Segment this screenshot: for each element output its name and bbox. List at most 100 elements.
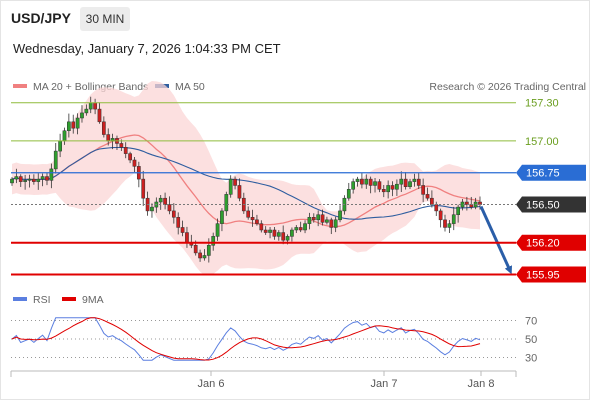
level-tag-156.75 [516, 164, 586, 181]
candle [67, 113, 71, 138]
candle-body [351, 181, 356, 190]
candle-body [268, 229, 272, 233]
rsi-tick-label-50: 50 [525, 334, 537, 346]
candle-body [298, 227, 303, 231]
candle-body [307, 217, 312, 224]
candle-body [338, 210, 342, 221]
level-tag-156.50 [516, 196, 586, 213]
candle-body [320, 214, 325, 223]
candle-body [40, 176, 45, 180]
candle [97, 102, 102, 124]
candle [447, 220, 452, 234]
candle [329, 217, 334, 235]
candle-body [255, 219, 259, 224]
candle [14, 168, 19, 184]
candlesticks [10, 96, 512, 275]
timeframe-button[interactable]: 30 MIN [80, 7, 130, 31]
candle [80, 105, 84, 123]
candle-body [23, 180, 27, 182]
candle-body [45, 176, 49, 181]
candle-body [447, 223, 452, 228]
candle [377, 179, 382, 193]
candle-body [294, 227, 299, 231]
candle-body [84, 108, 89, 114]
ma50-line [11, 146, 481, 220]
legend-swatch-ma20 [13, 84, 27, 88]
candle-body [333, 219, 338, 228]
candle-body [381, 189, 386, 193]
candle [307, 212, 312, 230]
candle-body [421, 185, 425, 195]
candle-body [36, 178, 41, 182]
candle-body [329, 219, 334, 228]
candle-body [325, 219, 329, 223]
candle-body [355, 178, 360, 182]
candle-body [346, 189, 351, 199]
candle [438, 208, 443, 228]
candle-body [259, 223, 264, 231]
candle-body [215, 223, 220, 237]
candle [373, 177, 377, 193]
candle-body [14, 176, 19, 180]
candle [128, 151, 132, 164]
level-label-156.75: 156.75 [526, 168, 560, 180]
candle [211, 232, 216, 251]
level-label-157.30: 157.30 [525, 98, 559, 110]
candle [364, 174, 369, 189]
candle-body [425, 194, 430, 199]
bollinger-band-fill [12, 80, 480, 276]
candle-body [211, 236, 216, 246]
candle-body [303, 223, 307, 231]
candle-body [451, 214, 456, 224]
candle [171, 203, 176, 224]
candle-body [123, 147, 128, 154]
candle-body [53, 150, 58, 170]
candle-body [27, 178, 32, 181]
candle [355, 176, 360, 187]
candle [395, 179, 399, 196]
candle [390, 181, 395, 197]
candle [298, 221, 303, 233]
candle [360, 172, 364, 189]
candle-body [373, 181, 377, 186]
candle-body [176, 217, 181, 228]
candle-body [290, 229, 294, 237]
candle-body [158, 197, 163, 203]
candle-body [434, 204, 439, 212]
rsi-ma-line [11, 317, 481, 361]
candle [276, 230, 281, 241]
candle [316, 210, 321, 227]
candle [71, 114, 76, 134]
candle-body [97, 108, 102, 123]
candle [294, 225, 299, 234]
candle [346, 182, 351, 201]
candle-body [403, 178, 408, 187]
research-credit: Research © 2026 Trading Central [429, 81, 586, 93]
candle [333, 216, 338, 233]
candle [399, 171, 404, 192]
level-tag-156.20 [516, 234, 586, 251]
candle-body [141, 178, 146, 199]
rsi-legend-swatch [13, 297, 27, 301]
candle-body [316, 214, 321, 221]
candle-body [88, 102, 93, 110]
candle [36, 173, 41, 190]
candle [180, 220, 185, 237]
candle [311, 213, 316, 223]
candle-body [416, 178, 421, 186]
candle-body [377, 181, 382, 190]
candle-body [180, 227, 185, 233]
candle [176, 212, 181, 235]
candle [220, 208, 224, 232]
candle-body [263, 229, 268, 233]
candle-body [412, 178, 417, 182]
x-tick-label-Jan 8: Jan 8 [468, 378, 495, 390]
candle-body [237, 185, 242, 199]
candle [465, 196, 469, 211]
candle-body [132, 159, 137, 167]
candle [421, 178, 425, 203]
chart-datetime: Wednesday, January 7, 2026 1:04:33 PM CE… [13, 41, 281, 56]
candle-body [224, 194, 229, 212]
candle-body [67, 121, 71, 131]
